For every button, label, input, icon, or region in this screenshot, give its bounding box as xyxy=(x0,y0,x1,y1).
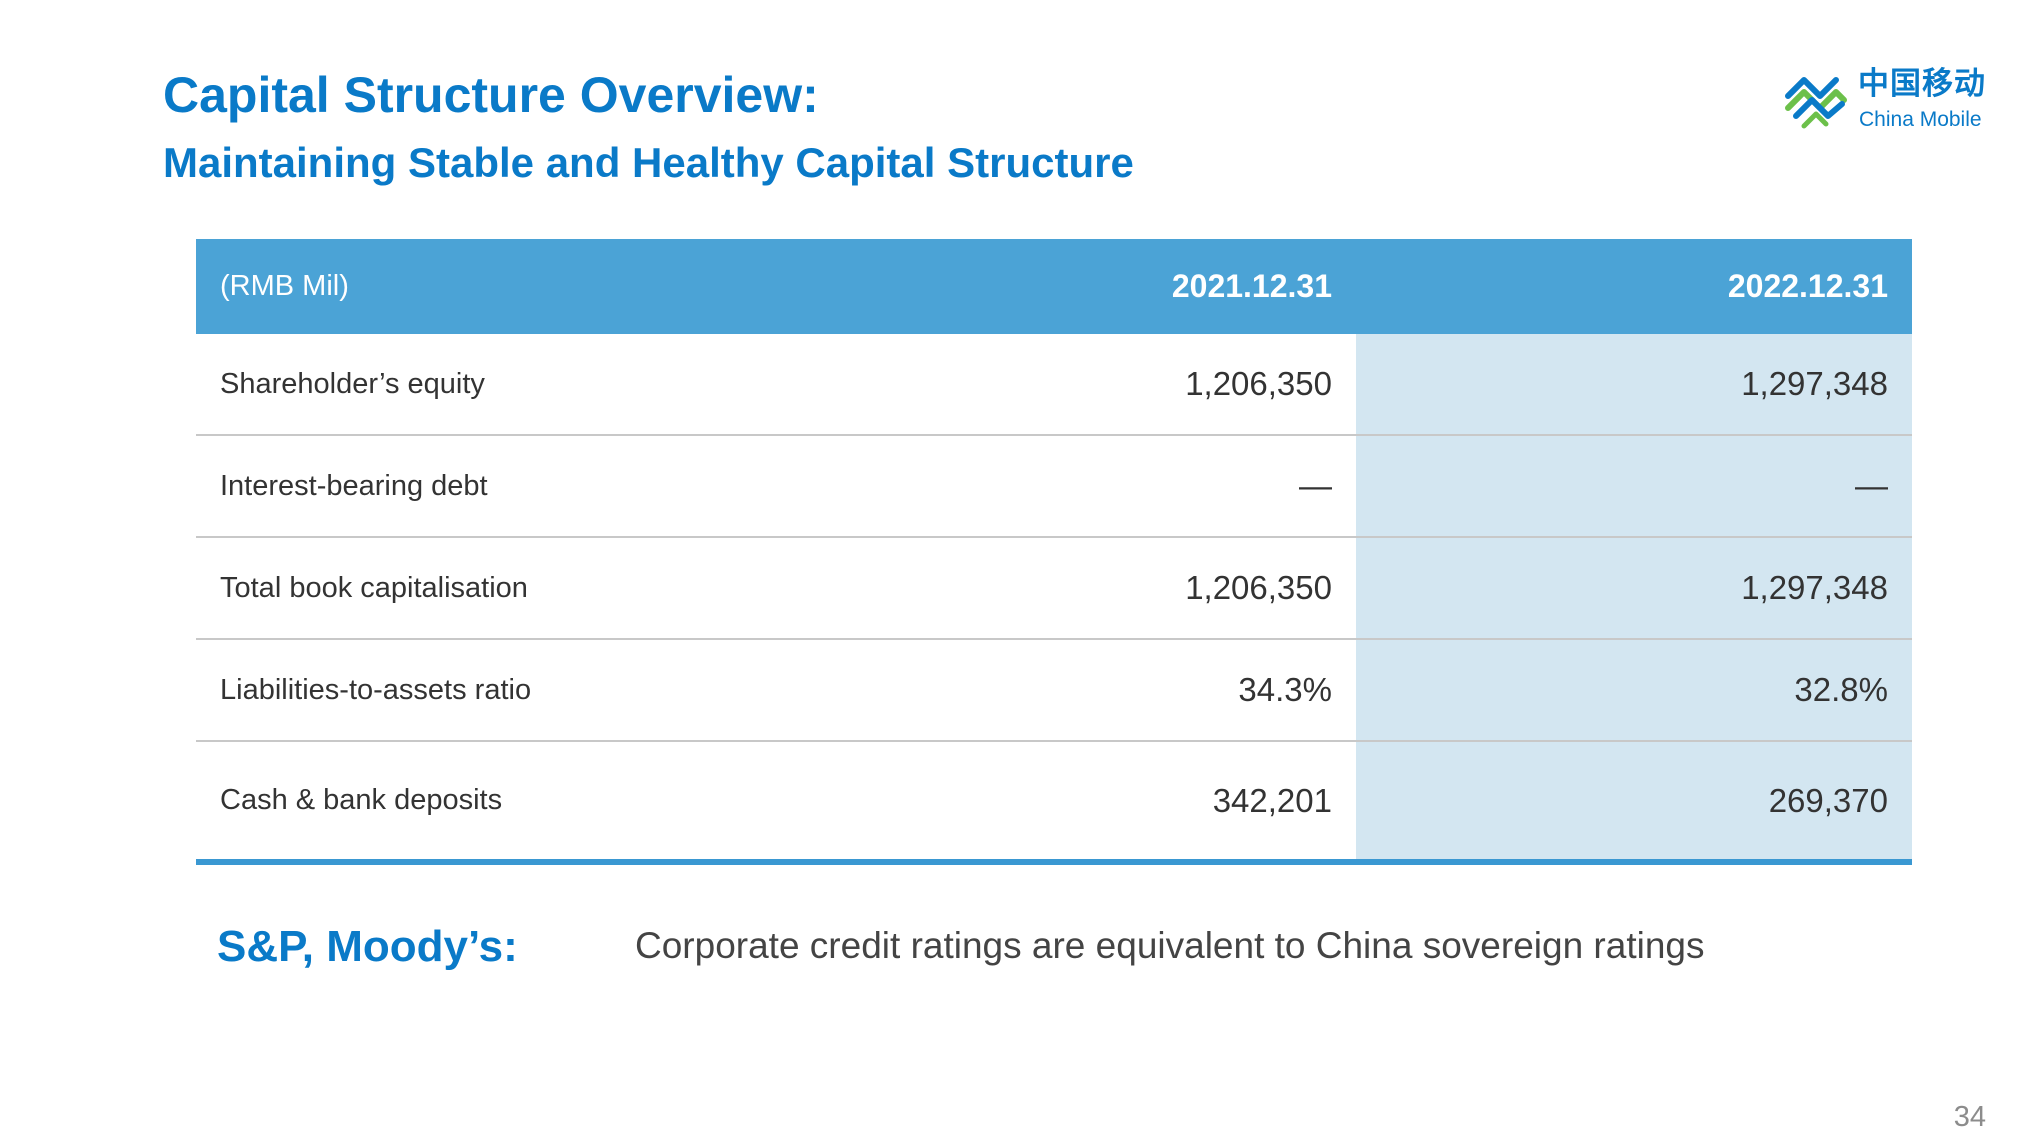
table-header-row: (RMB Mil) 2021.12.31 2022.12.31 xyxy=(196,239,1912,334)
ratings-statement: Corporate credit ratings are equivalent … xyxy=(635,925,1705,966)
page-number: 34 xyxy=(1953,1101,1986,1133)
cell-2022: — xyxy=(1356,436,1912,536)
cell-2021: 1,206,350 xyxy=(1185,569,1332,606)
row-label: Shareholder’s equity xyxy=(220,367,485,400)
logo-english-name: China Mobile xyxy=(1859,108,1982,131)
header-2022: 2022.12.31 xyxy=(1727,268,1888,304)
header-unit-label: (RMB Mil) xyxy=(220,270,349,302)
table-row: 1,297,348 1,206,350 Total book capitalis… xyxy=(196,538,1912,640)
capital-structure-table: (RMB Mil) 2021.12.31 2022.12.31 1,297,34… xyxy=(196,239,1912,865)
cell-2021: — xyxy=(1299,467,1332,504)
table-row: — — Interest-bearing debt xyxy=(196,436,1912,538)
china-mobile-logo-icon xyxy=(1785,77,1847,129)
row-label: Total book capitalisation xyxy=(220,571,528,604)
slide-subtitle: Maintaining Stable and Healthy Capital S… xyxy=(163,139,1134,186)
row-label: Interest-bearing debt xyxy=(220,469,488,502)
cell-2022: 269,370 xyxy=(1356,742,1912,859)
cell-2022: 32.8% xyxy=(1356,640,1912,740)
cell-2022: 1,297,348 xyxy=(1356,538,1912,638)
ratings-agencies-label: S&P, Moody’s: xyxy=(217,922,518,971)
table-row: 32.8% 34.3% Liabilities-to-assets ratio xyxy=(196,640,1912,742)
slide-title: Capital Structure Overview: xyxy=(163,67,819,123)
row-label: Cash & bank deposits xyxy=(220,784,503,816)
table-row: 1,297,348 1,206,350 Shareholder’s equity xyxy=(196,334,1912,436)
cell-2021: 1,206,350 xyxy=(1185,365,1332,402)
row-label: Liabilities-to-assets ratio xyxy=(220,673,532,706)
cell-2021: 342,201 xyxy=(1212,781,1332,819)
table-row: 269,370 342,201 Cash & bank deposits xyxy=(196,742,1912,865)
logo-chinese-name: 中国移动 xyxy=(1858,66,1986,101)
china-mobile-logo: 中国移动 China Mobile xyxy=(1782,66,1998,136)
header-2021: 2021.12.31 xyxy=(1171,268,1332,304)
cell-2022: 1,297,348 xyxy=(1356,334,1912,434)
cell-2021: 34.3% xyxy=(1238,671,1332,708)
